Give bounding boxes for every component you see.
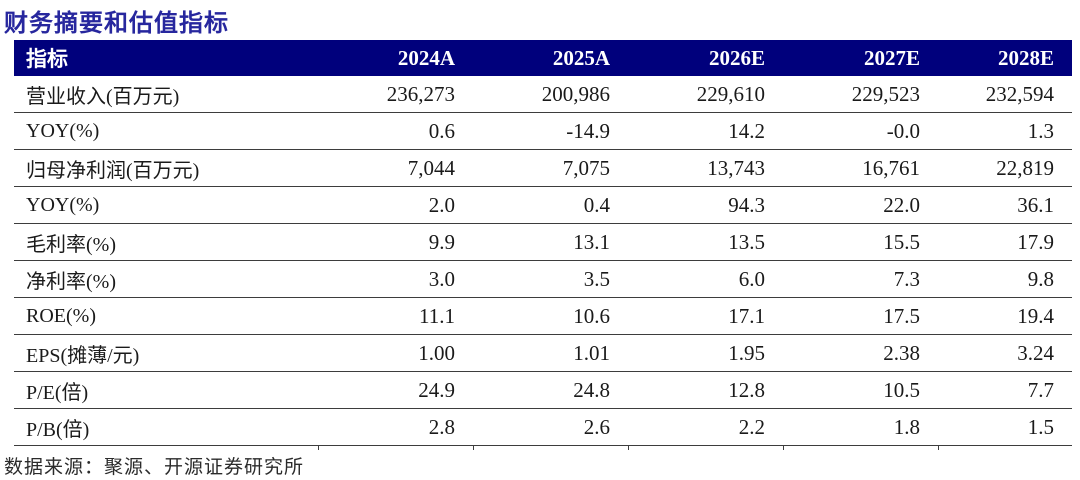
cell-value: 11.1 [318, 297, 474, 339]
cell-value: 16,761 [783, 149, 939, 191]
row-label: 净利率(%) [14, 260, 319, 302]
row-label: P/B(倍) [14, 408, 319, 450]
table-row: 净利率(%) 3.0 3.5 6.0 7.3 9.8 [14, 260, 1072, 302]
header-row: 指标 2024A 2025A 2026E 2027E 2028E [14, 40, 1072, 76]
cell-value: 13.1 [473, 223, 629, 265]
cell-value: 2.38 [783, 334, 939, 376]
cell-value: 2.0 [318, 186, 474, 228]
cell-value: 13,743 [628, 149, 784, 191]
cell-value: 17.1 [628, 297, 784, 339]
row-label: EPS(摊薄/元) [14, 334, 319, 376]
table-row: 毛利率(%) 9.9 13.1 13.5 15.5 17.9 [14, 223, 1072, 265]
cell-value: 10.6 [473, 297, 629, 339]
row-label: YOY(%) [14, 186, 319, 228]
table-row: 归母净利润(百万元) 7,044 7,075 13,743 16,761 22,… [14, 149, 1072, 191]
cell-value: 3.0 [318, 260, 474, 302]
row-label: 营业收入(百万元) [14, 76, 319, 117]
cell-value: 12.8 [628, 371, 784, 413]
header-cell-2025a: 2025A [473, 40, 628, 76]
header-cell-metric: 指标 [14, 40, 318, 76]
cell-value: 24.9 [318, 371, 474, 413]
cell-value: 0.6 [318, 112, 474, 154]
table-row: 营业收入(百万元) 236,273 200,986 229,610 229,52… [14, 76, 1072, 117]
cell-value: 15.5 [783, 223, 939, 265]
cell-value: 6.0 [628, 260, 784, 302]
cell-value: 14.2 [628, 112, 784, 154]
page-title: 财务摘要和估值指标 [4, 11, 229, 37]
table-header: 指标 2024A 2025A 2026E 2027E 2028E [14, 40, 1072, 76]
cell-value: 1.95 [628, 334, 784, 376]
cell-value: 232,594 [938, 76, 1072, 113]
cell-value: -0.0 [783, 112, 939, 154]
row-label: P/E(倍) [14, 371, 319, 413]
table-row: YOY(%) 0.6 -14.9 14.2 -0.0 1.3 [14, 112, 1072, 154]
cell-value: 17.9 [938, 223, 1072, 261]
cell-value: 94.3 [628, 186, 784, 228]
cell-value: 229,523 [783, 76, 939, 117]
cell-value: 7,075 [473, 149, 629, 191]
cell-value: 17.5 [783, 297, 939, 339]
header-cell-2026e: 2026E [628, 40, 783, 76]
cell-value: 200,986 [473, 76, 629, 117]
cell-value: 3.5 [473, 260, 629, 302]
cell-value: 9.8 [938, 260, 1072, 298]
header-cell-2028e: 2028E [938, 40, 1072, 76]
cell-value: 1.00 [318, 334, 474, 376]
row-label: ROE(%) [14, 297, 319, 339]
cell-value: -14.9 [473, 112, 629, 154]
row-label: 毛利率(%) [14, 223, 319, 265]
cell-value: 7.3 [783, 260, 939, 302]
cell-value: 236,273 [318, 76, 474, 117]
cell-value: 3.24 [938, 334, 1072, 372]
cell-value: 1.3 [938, 112, 1072, 150]
cell-value: 229,610 [628, 76, 784, 117]
cell-value: 1.01 [473, 334, 629, 376]
cell-value: 22.0 [783, 186, 939, 228]
table-row: ROE(%) 11.1 10.6 17.1 17.5 19.4 [14, 297, 1072, 339]
row-label: YOY(%) [14, 112, 319, 154]
cell-value: 36.1 [938, 186, 1072, 224]
cell-value: 7.7 [938, 371, 1072, 409]
cell-value: 10.5 [783, 371, 939, 413]
cell-value: 24.8 [473, 371, 629, 413]
cell-value: 0.4 [473, 186, 629, 228]
table-body: 营业收入(百万元) 236,273 200,986 229,610 229,52… [14, 76, 1072, 450]
header-cell-2027e: 2027E [783, 40, 938, 76]
cell-value: 22,819 [938, 149, 1072, 187]
row-label: 归母净利润(百万元) [14, 149, 319, 191]
table-row: P/B(倍) 2.8 2.6 2.2 1.8 1.5 [14, 408, 1072, 450]
table-row: P/E(倍) 24.9 24.8 12.8 10.5 7.7 [14, 371, 1072, 413]
cell-value: 2.6 [473, 408, 629, 450]
cell-value: 1.5 [938, 408, 1072, 446]
cell-value: 13.5 [628, 223, 784, 265]
cell-value: 1.8 [783, 408, 939, 450]
header-cell-2024a: 2024A [318, 40, 473, 76]
cell-value: 2.2 [628, 408, 784, 450]
table-row: YOY(%) 2.0 0.4 94.3 22.0 36.1 [14, 186, 1072, 228]
cell-value: 2.8 [318, 408, 474, 450]
table-row: EPS(摊薄/元) 1.00 1.01 1.95 2.38 3.24 [14, 334, 1072, 376]
cell-value: 7,044 [318, 149, 474, 191]
data-source-note: 数据来源：聚源、开源证券研究所 [4, 457, 305, 478]
cell-value: 9.9 [318, 223, 474, 265]
financial-summary-table: 指标 2024A 2025A 2026E 2027E 2028E 营业收入(百万… [14, 40, 1072, 450]
cell-value: 19.4 [938, 297, 1072, 335]
